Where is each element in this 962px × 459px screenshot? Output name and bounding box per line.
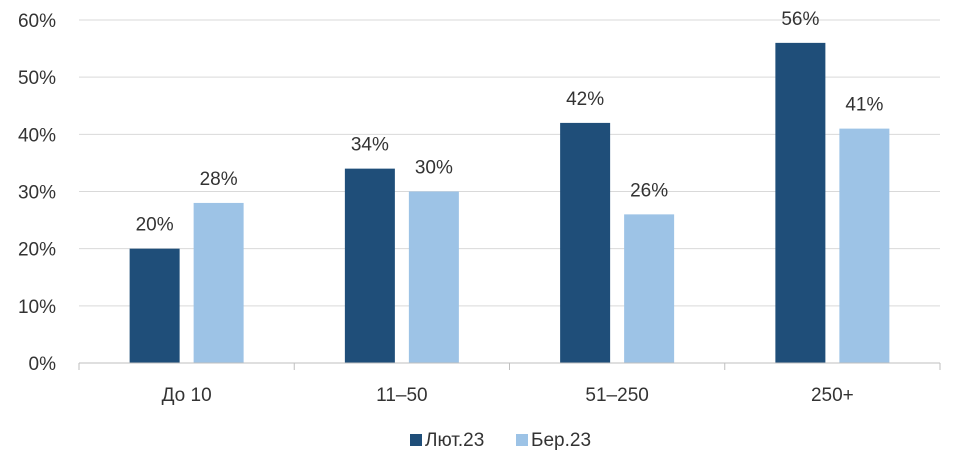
bar bbox=[839, 128, 890, 363]
y-tick-label: 10% bbox=[18, 297, 56, 318]
bar bbox=[560, 122, 611, 364]
y-tick-label: 40% bbox=[18, 125, 56, 146]
data-label: 56% bbox=[781, 9, 819, 30]
bar bbox=[344, 168, 395, 363]
data-label: 20% bbox=[136, 215, 174, 236]
data-label: 26% bbox=[630, 180, 668, 201]
data-labels: 20% 28% 34% 30% 42% 26% 56% 41% bbox=[136, 9, 884, 236]
bars bbox=[129, 42, 890, 364]
data-label: 34% bbox=[351, 135, 389, 156]
data-label: 42% bbox=[566, 89, 604, 110]
data-label: 28% bbox=[200, 169, 238, 190]
legend-label: Бер.23 bbox=[531, 430, 591, 451]
bar bbox=[624, 214, 675, 363]
legend-swatch bbox=[410, 434, 422, 446]
bar bbox=[775, 42, 826, 363]
legend-swatch bbox=[516, 434, 528, 446]
data-label: 30% bbox=[415, 158, 453, 179]
x-axis: До 10 11–50 51–250 250+ bbox=[78, 362, 941, 406]
y-axis-ticks: 0% 10% 20% 30% 40% 50% 60% bbox=[18, 11, 56, 375]
x-category-label: 250+ bbox=[811, 385, 854, 406]
x-category-label: До 10 bbox=[162, 385, 212, 406]
bar bbox=[129, 248, 180, 363]
bar bbox=[408, 191, 459, 363]
y-tick-label: 0% bbox=[29, 354, 57, 375]
legend: Лют.23 Бер.23 bbox=[410, 430, 591, 451]
legend-label: Лют.23 bbox=[425, 430, 484, 451]
bar bbox=[193, 202, 244, 363]
y-tick-label: 30% bbox=[18, 183, 56, 204]
y-tick-label: 50% bbox=[18, 68, 56, 89]
y-tick-label: 60% bbox=[18, 11, 56, 32]
data-label: 41% bbox=[845, 95, 883, 116]
y-tick-label: 20% bbox=[18, 240, 56, 261]
x-category-label: 11–50 bbox=[376, 385, 427, 406]
x-category-label: 51–250 bbox=[585, 385, 648, 406]
